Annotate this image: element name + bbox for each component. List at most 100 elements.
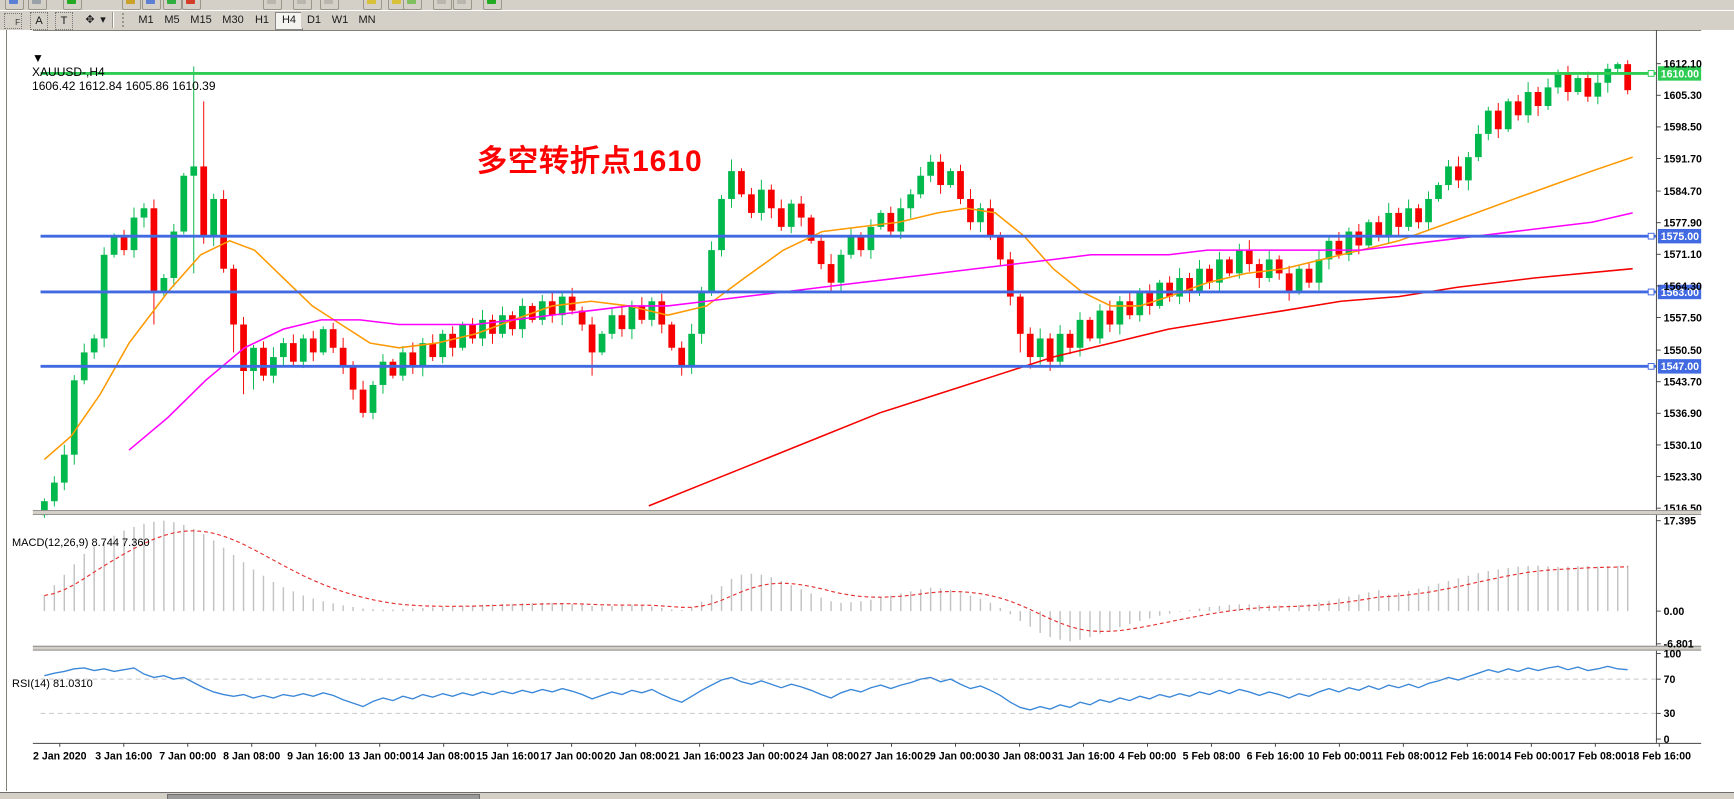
text-tool-button[interactable]: T (55, 12, 73, 30)
time-axis-label: 4 Feb 00:00 (1119, 750, 1177, 762)
rsi-indicator-label: RSI(14) 81.0310 (12, 678, 93, 690)
trade-annotation-text[interactable]: 多空转折点1610 (477, 145, 703, 178)
price-axis-tick-label: 1605.30 (1664, 90, 1702, 102)
price-axis-tick-label: 1557.50 (1664, 312, 1702, 324)
cropped-toolbar-icon[interactable] (163, 0, 182, 10)
time-axis-label: 31 Jan 16:00 (1052, 750, 1115, 762)
cropped-toolbar-icon[interactable] (142, 0, 161, 10)
cropped-toolbar-icon[interactable] (263, 0, 282, 10)
timeframe-M15[interactable]: M15 (185, 12, 217, 28)
macd-axis-tick-label: 0.00 (1664, 606, 1685, 618)
panel-separator (32, 510, 1702, 515)
chart-canvas[interactable]: 1610.00 1575.00 1563.00 1547.00 1612.10 1605.… (0, 30, 1734, 792)
arrows-tool-button[interactable]: ✥ (82, 12, 98, 28)
timeframe-W1[interactable]: W1 (327, 12, 353, 28)
time-axis-label: 20 Jan 08:00 (604, 750, 667, 762)
cropped-toolbar-icon[interactable] (28, 0, 47, 10)
cropped-toolbar-icon[interactable] (433, 0, 452, 10)
rsi-line (44, 665, 1628, 711)
cropped-toolbar-icon[interactable] (293, 0, 312, 10)
timeframe-D1[interactable]: D1 (301, 12, 327, 28)
line-studies-and-timeframe-toolbar: F A T ✥ ▾ M1 M5 M15 M30 H1 H4 D1 W1 MN (0, 10, 1734, 32)
price-axis-tick-label: 1591.70 (1664, 153, 1702, 165)
rsi-axis-tick-label: 70 (1664, 674, 1676, 686)
cropped-toolbar-icon-glyph (32, 0, 41, 4)
arrows-dropdown-button[interactable]: ▾ (98, 12, 108, 28)
symbol-dropdown-icon[interactable]: ▼ (32, 51, 44, 65)
cropped-toolbar-icon-glyph (267, 0, 276, 4)
cropped-toolbar-icon-glyph (487, 0, 496, 4)
cropped-toolbar-icon-glyph (186, 0, 195, 4)
cropped-toolbar-icon[interactable] (63, 0, 82, 10)
time-axis-label: 13 Jan 00:00 (348, 750, 411, 762)
price-axis-tick-label: 1577.90 (1664, 218, 1702, 230)
hline-price-label-box (1657, 284, 1702, 300)
rsi-axis-tick-label: 0 (1664, 734, 1670, 746)
hline-price-label-box (1657, 66, 1702, 81)
chart-window[interactable]: 1610.00 1575.00 1563.00 1547.00 1612.10 1605.… (0, 30, 1734, 792)
cropped-toolbar-icon[interactable] (363, 0, 382, 10)
timeframe-MN[interactable]: MN (353, 12, 381, 28)
timeframe-M30[interactable]: M30 (217, 12, 249, 28)
cropped-toolbar-icon-glyph (367, 0, 376, 4)
hline-price-label: 1547.00 (1661, 361, 1699, 373)
price-axis-tick-label: 1598.50 (1664, 122, 1702, 134)
toolbar-grip[interactable] (122, 13, 128, 27)
hline-price-label-box (1657, 359, 1702, 374)
hline-price-label: 1610.00 (1661, 68, 1699, 80)
hline-handle (1647, 70, 1655, 77)
cropped-toolbar-icon-glyph (324, 0, 333, 4)
time-axis-label: 2 Jan 2020 (33, 750, 87, 762)
ma-slow-line (648, 267, 1633, 507)
time-axis-label: 7 Jan 00:00 (159, 750, 216, 762)
cropped-toolbar-icon[interactable] (453, 0, 472, 10)
price-axis-tick-label: 1612.10 (1664, 59, 1702, 71)
price-axis-tick-label: 1550.50 (1664, 345, 1702, 357)
chart-background (32, 30, 1702, 764)
rsi-axis-tick-label: 30 (1664, 708, 1676, 720)
time-axis-label: 14 Feb 00:00 (1500, 750, 1564, 762)
time-axis-label: 17 Feb 08:00 (1564, 750, 1628, 762)
macd-signal-line (44, 530, 1628, 632)
price-axis-tick-label: 1543.70 (1664, 377, 1702, 389)
horizontal-scrollbar-thumb[interactable] (167, 794, 480, 799)
macd-axis-tick-label: -6.801 (1664, 639, 1694, 651)
cropped-toolbar-icon[interactable] (403, 0, 422, 10)
time-axis-label: 15 Jan 16:00 (476, 750, 539, 762)
cropped-toolbar-icon-glyph (437, 0, 446, 4)
cropped-toolbar-icon-glyph (297, 0, 306, 4)
hline-price-label: 1563.00 (1661, 287, 1699, 299)
cropped-toolbar-icon-glyph (146, 0, 155, 4)
horizontal-scrollbar[interactable] (0, 792, 1734, 799)
price-axis-tick-label: 1584.70 (1664, 186, 1702, 198)
hline-handle (1647, 288, 1655, 296)
time-axis-label: 30 Jan 08:00 (988, 750, 1051, 762)
time-axis-label: 6 Feb 16:00 (1247, 750, 1305, 762)
cropped-toolbar-icon-glyph (67, 0, 76, 4)
timeframe-H4[interactable]: H4 (275, 12, 303, 30)
time-axis-label: 29 Jan 00:00 (924, 750, 987, 762)
price-axis-tick-label: 1530.10 (1664, 440, 1702, 452)
timeframe-H1[interactable]: H1 (249, 12, 275, 28)
fibonacci-tool-icon[interactable]: F (4, 13, 22, 29)
timeframe-M1[interactable]: M1 (133, 12, 159, 28)
cropped-toolbar-icon[interactable] (182, 0, 201, 10)
panel-separator (32, 645, 1702, 651)
cropped-toolbar-icon[interactable] (122, 0, 141, 10)
hline-handle (1647, 362, 1655, 370)
cropped-toolbar-icon[interactable] (5, 0, 24, 10)
cropped-toolbar-icon[interactable] (320, 0, 339, 10)
cropped-toolbar-icon-glyph (457, 0, 466, 4)
hline-handle (1647, 232, 1655, 240)
chart-symbol-timeframe: XAUUSD-,H4 (32, 65, 105, 79)
timeframe-M5[interactable]: M5 (159, 12, 185, 28)
cropped-toolbar-icon-glyph (126, 0, 135, 4)
chart-title: ▼ XAUUSD-,H4 1606.42 1612.84 1605.86 161… (12, 37, 216, 107)
time-axis-label: 3 Jan 16:00 (95, 750, 152, 762)
cropped-toolbar-icon[interactable] (483, 0, 502, 10)
price-axis-tick-label: 1564.30 (1664, 281, 1702, 293)
ma-fast-line (43, 156, 1633, 460)
text-label-tool-button[interactable]: A (30, 12, 48, 30)
price-axis-tick-label: 1523.30 (1664, 471, 1702, 483)
